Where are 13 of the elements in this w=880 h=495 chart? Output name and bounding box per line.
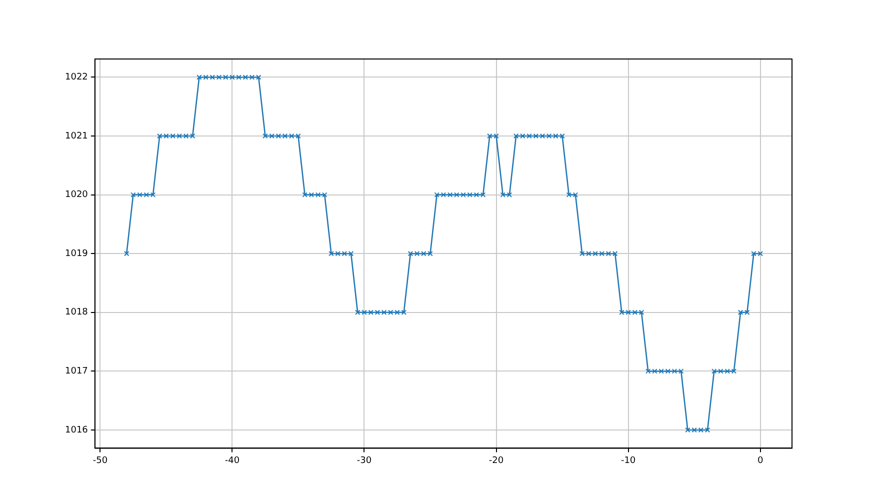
- y-tick-label: 1017: [65, 366, 88, 377]
- y-tick-label: 1018: [65, 308, 88, 318]
- y-tick-label: 1019: [65, 248, 88, 259]
- x-tick-label: -50: [92, 456, 108, 466]
- y-tick-label: 1022: [65, 72, 88, 83]
- y-tick-label: 1020: [65, 190, 88, 200]
- x-tick-label: -20: [488, 456, 504, 466]
- x-tick-label: -40: [224, 456, 240, 466]
- x-tick-label: -30: [356, 456, 372, 466]
- x-tick-label: -10: [620, 456, 636, 466]
- y-tick-label: 1016: [65, 425, 88, 436]
- x-tick-label: 0: [757, 456, 764, 466]
- y-tick-label: 1021: [65, 131, 88, 142]
